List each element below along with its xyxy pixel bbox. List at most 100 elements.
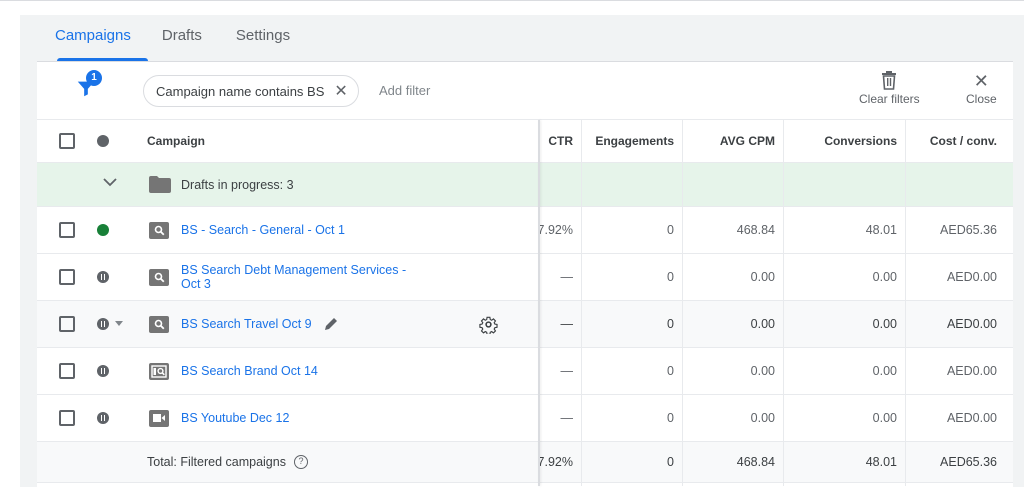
- cell-cost-conv: AED0.00: [946, 270, 997, 284]
- edit-pencil-icon[interactable]: [323, 316, 339, 332]
- paused-status-icon[interactable]: [97, 365, 109, 377]
- row-checkbox[interactable]: [59, 269, 75, 285]
- campaign-name-line2: Oct 3: [181, 277, 211, 291]
- campaign-name-link[interactable]: BS Youtube Dec 12: [181, 411, 290, 425]
- filter-chip[interactable]: Campaign name contains BS ✕: [143, 75, 359, 107]
- cell-engagements: 0: [667, 270, 674, 284]
- cell-cost-conv: AED0.00: [946, 411, 997, 425]
- clear-filters-label: Clear filters: [859, 92, 920, 106]
- column-divider: [905, 120, 906, 486]
- help-icon[interactable]: ?: [293, 455, 308, 470]
- column-divider: [581, 120, 582, 486]
- gear-icon[interactable]: [479, 315, 498, 334]
- enabled-status-icon[interactable]: [97, 224, 109, 236]
- close-button[interactable]: ✕ Close: [966, 70, 997, 106]
- tab-campaigns[interactable]: Campaigns: [20, 15, 148, 61]
- cell-conversions: 0.00: [872, 411, 897, 425]
- row-checkbox[interactable]: [59, 222, 75, 238]
- cell-ctr: 7.92%: [537, 223, 573, 237]
- chevron-down-icon[interactable]: [103, 175, 117, 189]
- drafts-row[interactable]: Drafts in progress: 3: [37, 163, 1013, 207]
- header-avg-cpm[interactable]: AVG CPM: [719, 134, 775, 148]
- campaign-name-link[interactable]: BS Search Brand Oct 14: [181, 364, 318, 378]
- total-avg-cpm: 468.84: [736, 455, 775, 469]
- folder-icon: [149, 176, 171, 193]
- cell-cost-conv: AED0.00: [946, 317, 997, 331]
- row-checkbox[interactable]: [59, 363, 75, 379]
- header-ctr[interactable]: CTR: [548, 134, 573, 148]
- cell-ctr: —: [560, 411, 574, 425]
- table-row: BS Search Brand Oct 14 — 0 0.00 0.00 AED…: [37, 348, 1013, 395]
- total-row: Total: Filtered campaigns? 7.92% 0 468.8…: [37, 442, 1013, 483]
- close-label: Close: [966, 92, 997, 106]
- column-divider: [783, 120, 784, 486]
- column-divider: [682, 120, 683, 486]
- cell-engagements: 0: [667, 317, 674, 331]
- drafts-label: Drafts in progress: 3: [181, 177, 294, 192]
- status-column-icon: [97, 135, 109, 147]
- table-row: BS Search Debt Management Services - Oct…: [37, 254, 1013, 301]
- remove-filter-icon[interactable]: ✕: [334, 83, 348, 100]
- cell-avg-cpm: 0.00: [750, 270, 775, 284]
- total-ctr: 7.92%: [537, 455, 573, 469]
- cell-ctr: —: [560, 317, 574, 331]
- filter-chip-label: Campaign name contains BS: [156, 83, 325, 99]
- cell-ctr: —: [560, 270, 574, 284]
- filter-count-badge: 1: [86, 70, 102, 86]
- paused-status-icon[interactable]: [97, 271, 109, 283]
- table-row: BS - Search - General - Oct 1 7.92% 0 46…: [37, 207, 1013, 254]
- add-filter-button[interactable]: Add filter: [379, 83, 431, 98]
- cell-conversions: 0.00: [872, 364, 897, 378]
- row-checkbox[interactable]: [59, 410, 75, 426]
- row-checkbox[interactable]: [59, 316, 75, 332]
- total-conversions: 48.01: [865, 455, 897, 469]
- total-label: Total: Filtered campaigns?: [147, 455, 308, 470]
- clear-filters-button[interactable]: Clear filters: [859, 70, 920, 106]
- table-row: BS Search Travel Oct 9 — 0 0.00 0.00 AED…: [37, 301, 1013, 348]
- trash-icon: [859, 70, 920, 92]
- cell-conversions: 0.00: [872, 317, 897, 331]
- cell-engagements: 0: [667, 411, 674, 425]
- campaign-name-link[interactable]: BS - Search - General - Oct 1: [181, 223, 345, 237]
- cell-cost-conv: AED0.00: [946, 364, 997, 378]
- total-engagements: 0: [667, 455, 674, 469]
- cell-avg-cpm: 0.00: [750, 411, 775, 425]
- cell-cost-conv: AED65.36: [940, 223, 997, 237]
- cell-avg-cpm: 468.84: [736, 223, 775, 237]
- select-all-checkbox[interactable]: [59, 133, 75, 149]
- table-header: Campaign CTR Engagements AVG CPM Convers…: [37, 120, 1013, 163]
- cell-avg-cpm: 0.00: [750, 364, 775, 378]
- header-conversions[interactable]: Conversions: [824, 134, 897, 148]
- tab-drafts[interactable]: Drafts: [161, 27, 202, 44]
- campaigns-content: 1 Campaign name contains BS ✕ Add filter…: [37, 61, 1013, 487]
- cell-avg-cpm: 0.00: [750, 317, 775, 331]
- search-campaign-icon: [149, 315, 169, 333]
- cell-conversions: 0.00: [872, 270, 897, 284]
- cell-engagements: 0: [667, 223, 674, 237]
- video-campaign-icon: [149, 409, 169, 427]
- tab-settings[interactable]: Settings: [235, 27, 291, 44]
- tab-bar: Campaigns Drafts Settings: [20, 15, 307, 61]
- table-row: BS Youtube Dec 12 — 0 0.00 0.00 AED0.00: [37, 395, 1013, 442]
- search-campaign-icon: [149, 221, 169, 239]
- filter-bar: 1 Campaign name contains BS ✕ Add filter…: [37, 62, 1013, 120]
- campaign-name-link[interactable]: BS Search Debt Management Services - Oct…: [181, 263, 406, 291]
- paused-status-icon[interactable]: [97, 412, 109, 424]
- header-engagements[interactable]: Engagements: [595, 134, 674, 148]
- cell-ctr: —: [560, 364, 574, 378]
- total-cost-conv: AED65.36: [940, 455, 997, 469]
- cell-engagements: 0: [667, 364, 674, 378]
- brand-search-campaign-icon: [149, 362, 169, 380]
- paused-status-icon[interactable]: [97, 318, 109, 330]
- total-label-text: Total: Filtered campaigns: [147, 454, 286, 469]
- header-campaign[interactable]: Campaign: [147, 134, 206, 148]
- campaign-name-link[interactable]: BS Search Travel Oct 9: [181, 317, 312, 331]
- header-cost-conv[interactable]: Cost / conv.: [929, 134, 997, 148]
- frozen-column-divider[interactable]: [538, 120, 540, 486]
- campaigns-table: Campaign CTR Engagements AVG CPM Convers…: [37, 120, 1013, 483]
- close-icon: ✕: [973, 71, 989, 91]
- campaign-name-line1: BS Search Debt Management Services -: [181, 263, 407, 277]
- cell-conversions: 48.01: [865, 223, 897, 237]
- status-dropdown-icon[interactable]: [115, 321, 123, 326]
